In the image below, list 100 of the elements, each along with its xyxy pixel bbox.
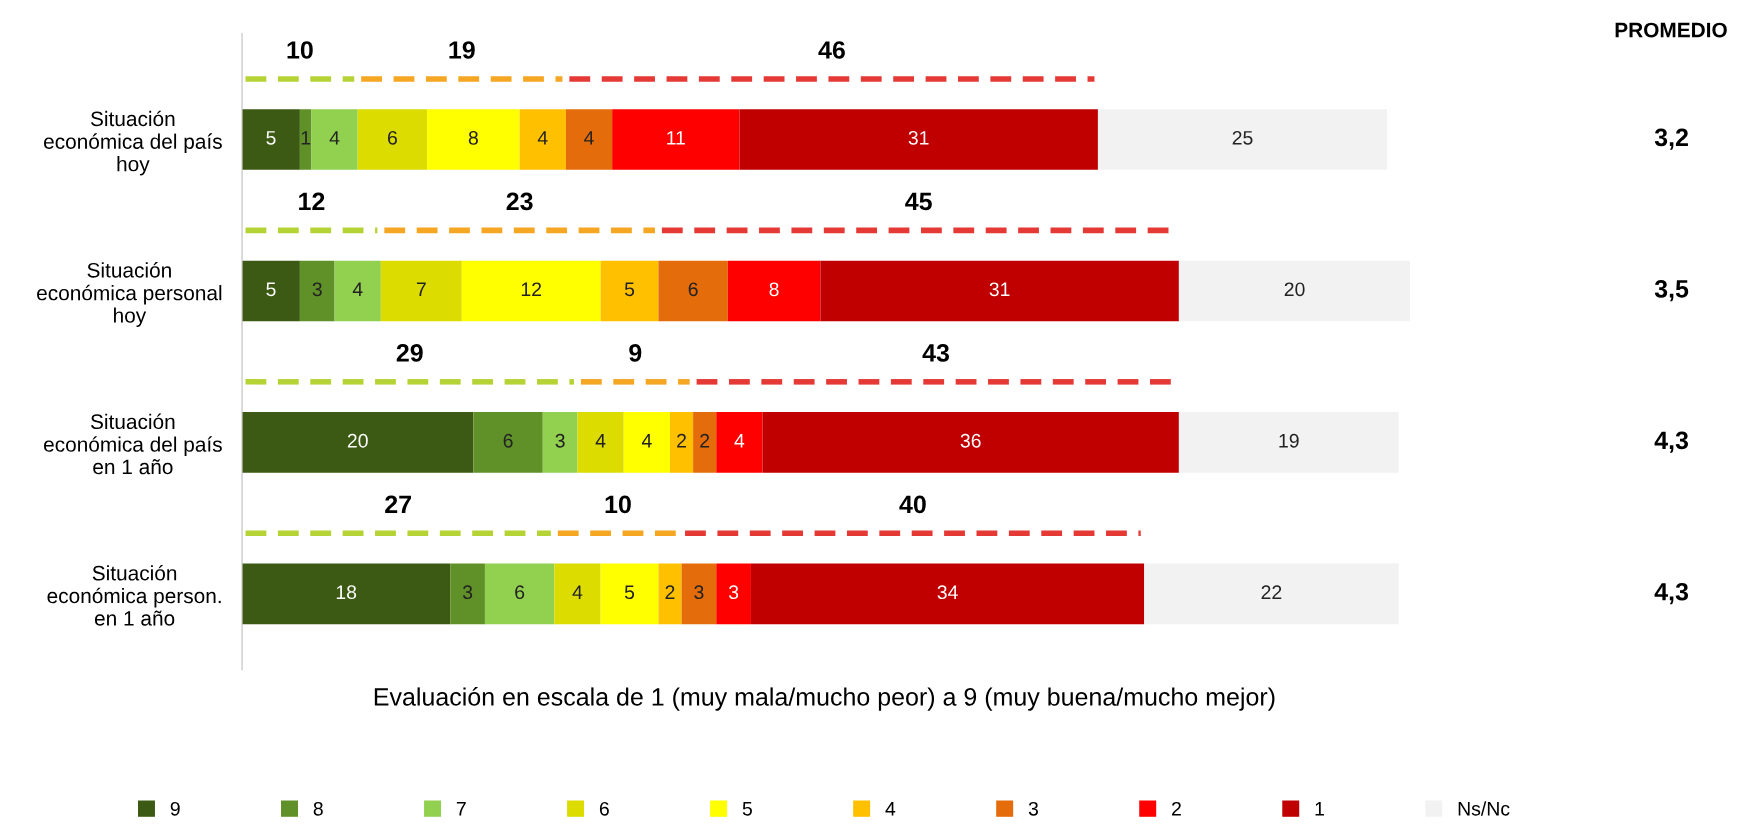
data-label: 4	[352, 282, 363, 296]
bar	[716, 412, 763, 473]
x-axis-title: Evaluación en escala de 1 (muy mala/mucho peor) a 9 (muy buena/mucho mejor)	[374, 687, 1275, 711]
annotation: 46	[818, 41, 845, 59]
data-label: 3	[728, 585, 739, 600]
data-label: 4	[584, 131, 594, 145]
bar	[334, 260, 381, 322]
annotation: 27	[385, 495, 411, 513]
annotation: 19	[449, 41, 475, 59]
data-label: 19	[1279, 433, 1299, 448]
data-label: 2	[677, 433, 686, 448]
bar	[565, 109, 613, 170]
data-label: 4	[734, 434, 745, 448]
bar	[519, 109, 566, 170]
data-label: 34	[937, 585, 958, 600]
data-label: 11	[667, 131, 685, 145]
y-tick-label: Situación económica del país en 1 año	[44, 413, 222, 475]
data-label: 3	[694, 585, 704, 600]
bar	[242, 412, 474, 473]
annotation: 40	[899, 495, 926, 514]
data-label: 5	[266, 131, 276, 145]
data-label: 6	[503, 433, 513, 448]
bar	[484, 563, 555, 625]
annotation: 45	[905, 192, 932, 211]
legend-label: 6	[599, 801, 609, 816]
bar	[427, 109, 520, 170]
data-label: 3	[462, 585, 473, 600]
bar	[669, 412, 694, 473]
bar	[1144, 563, 1399, 625]
annotation: 23	[506, 192, 533, 211]
data-label: 1	[301, 131, 311, 145]
legend-label: 5	[742, 802, 752, 816]
data-label: 7	[416, 282, 426, 296]
data-label: 3	[555, 433, 565, 448]
bar	[658, 260, 728, 322]
data-label: 2	[665, 585, 675, 599]
data-label: 31	[908, 130, 929, 145]
data-label: 8	[468, 130, 478, 145]
data-label: 31	[989, 282, 1010, 297]
bar	[762, 412, 1179, 473]
legend-label: 2	[1172, 801, 1181, 816]
data-label: 5	[624, 282, 635, 297]
bar	[577, 412, 624, 473]
data-label: 4	[595, 434, 606, 448]
legend-label: 9	[170, 801, 180, 816]
bar	[820, 260, 1179, 322]
text: 3,2	[1654, 128, 1688, 150]
bar	[750, 563, 1145, 625]
bar	[623, 412, 670, 473]
annotation: 9	[629, 344, 642, 362]
bar	[716, 563, 751, 625]
bar	[242, 260, 300, 322]
data-label: 5	[266, 282, 276, 297]
data-label: 4	[572, 585, 583, 599]
bar	[242, 109, 300, 170]
y-tick-label: Situación económica person. en 1 año	[47, 565, 221, 626]
bar	[693, 412, 717, 473]
bar	[461, 260, 601, 322]
bar	[380, 260, 462, 322]
bar	[450, 563, 485, 625]
data-label: 3	[312, 282, 322, 297]
bar	[1178, 260, 1411, 322]
text: 4,3	[1654, 582, 1689, 605]
legend-label: 1	[1315, 802, 1324, 816]
data-label: 2	[700, 433, 710, 448]
data-label: 12	[521, 282, 542, 296]
bar	[473, 412, 543, 473]
bar	[311, 109, 358, 170]
data-label: 4	[329, 131, 340, 145]
bar	[1097, 109, 1388, 170]
legend-label: Ns/Nc	[1458, 801, 1510, 816]
bar	[1178, 412, 1399, 473]
data-label: 6	[387, 130, 397, 145]
annotation: 43	[922, 344, 950, 362]
y-tick-label: Situación económica del país hoy	[44, 110, 222, 176]
data-label: 36	[960, 433, 981, 448]
data-label: 20	[1284, 282, 1305, 297]
bar	[739, 109, 1098, 170]
legend-label: 7	[456, 802, 466, 816]
bar	[600, 260, 659, 322]
data-label: 4	[537, 131, 548, 145]
bar	[357, 109, 428, 170]
data-label: 20	[347, 433, 368, 448]
data-label: 5	[624, 585, 635, 600]
bar	[299, 260, 335, 322]
data-label: 8	[769, 282, 779, 297]
bar	[727, 260, 821, 322]
text: 4,3	[1654, 431, 1689, 453]
annotation: 10	[287, 41, 313, 59]
text: 3,5	[1654, 279, 1689, 302]
data-label: 18	[336, 585, 357, 600]
bar	[542, 412, 578, 473]
data-label: 22	[1261, 585, 1282, 599]
bar	[681, 563, 717, 625]
legend-label: 4	[885, 802, 896, 816]
annotation: 29	[396, 344, 423, 362]
bar	[600, 563, 659, 625]
data-label: 4	[641, 434, 652, 448]
annotation: 12	[299, 192, 325, 211]
bar	[658, 563, 682, 625]
